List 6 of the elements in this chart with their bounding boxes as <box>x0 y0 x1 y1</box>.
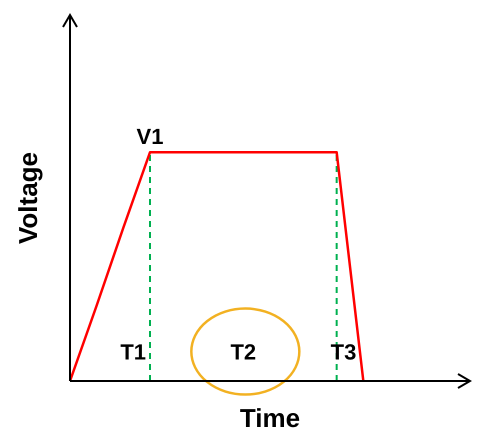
annotation: T2 <box>230 339 256 364</box>
text: T1 <box>120 339 146 364</box>
text: V1 <box>136 124 164 150</box>
text: T3 <box>330 339 356 364</box>
y-axis-title: Voltage <box>13 152 44 244</box>
x-axis-title: Time <box>240 403 300 433</box>
